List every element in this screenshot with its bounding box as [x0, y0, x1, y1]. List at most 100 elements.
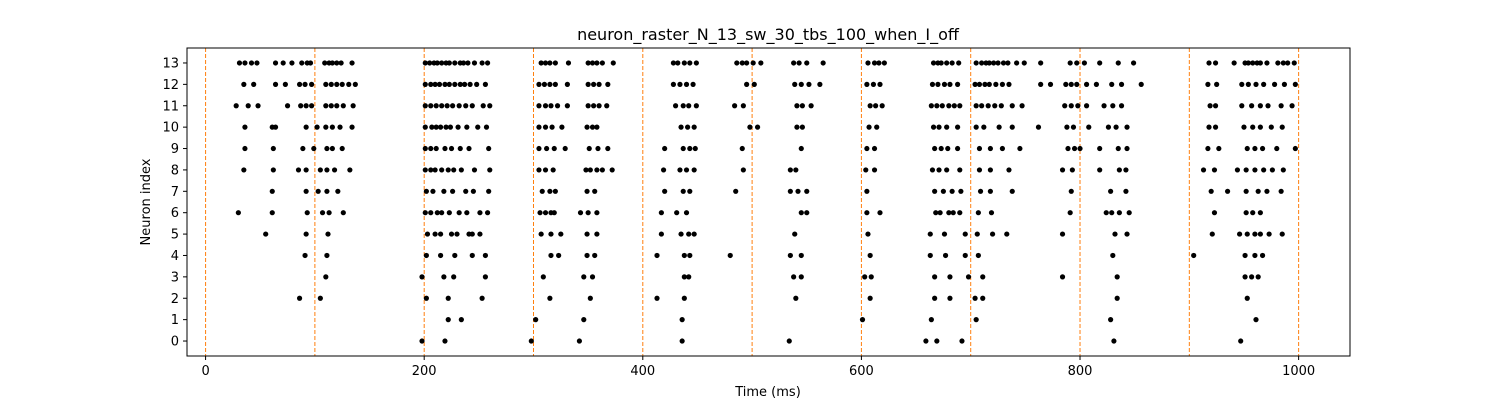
spike-point [1124, 231, 1130, 237]
spike-point [1103, 210, 1109, 216]
spike-point [680, 188, 686, 194]
spike-point [329, 60, 335, 66]
spike-point [739, 145, 745, 152]
spike-point [592, 188, 598, 194]
spike-point [451, 167, 457, 173]
spike-point [542, 103, 549, 109]
spike-point [235, 210, 241, 216]
spike-point [340, 210, 346, 216]
y-tick-label: 11 [162, 99, 179, 114]
spike-point [660, 167, 667, 173]
spike-point [584, 231, 590, 237]
spike-point [458, 317, 464, 323]
spike-point [251, 81, 257, 87]
spike-point [862, 274, 868, 280]
spike-point [1243, 210, 1249, 216]
spike-point [1234, 167, 1241, 173]
spike-point [1271, 81, 1278, 87]
spike-point [1093, 81, 1100, 87]
spike-point [1124, 124, 1130, 130]
spike-point [867, 295, 873, 301]
spike-point [450, 188, 456, 194]
spike-point [733, 188, 739, 194]
spike-point [325, 231, 331, 237]
spike-point [423, 252, 429, 259]
spike-point [930, 60, 937, 66]
spike-point [692, 145, 698, 152]
spike-point [681, 295, 687, 301]
spike-point [927, 252, 933, 259]
spike-point [1014, 60, 1020, 66]
spike-point [799, 124, 805, 130]
spike-point [269, 210, 275, 216]
spike-point [464, 124, 470, 130]
spike-point [441, 188, 447, 194]
spike-point [685, 124, 691, 130]
spike-point [422, 60, 428, 66]
spike-point [347, 167, 353, 173]
spike-point [1211, 210, 1218, 216]
spike-point [1130, 60, 1137, 66]
spike-point [795, 188, 801, 194]
spike-point [992, 103, 998, 109]
spike-point [1280, 167, 1286, 173]
spike-point [691, 124, 697, 130]
spike-point [1063, 81, 1069, 87]
spike-point [241, 167, 247, 173]
spike-point [1278, 188, 1284, 194]
spike-point [672, 103, 679, 109]
spike-point [693, 103, 699, 109]
spike-point [1241, 124, 1247, 130]
y-tick-label: 4 [171, 249, 179, 264]
spike-point [542, 167, 549, 173]
spike-point [272, 81, 279, 87]
spike-point [432, 81, 438, 87]
spike-point [444, 103, 450, 109]
spike-point [328, 81, 334, 87]
spike-point [929, 81, 936, 87]
spike-point [589, 60, 596, 66]
spike-point [1097, 167, 1103, 173]
spike-point [441, 274, 447, 280]
spike-point [932, 295, 938, 301]
x-tick-label: 1000 [1282, 364, 1315, 379]
spike-point [1224, 188, 1231, 194]
x-axis-label: Time (ms) [734, 385, 801, 400]
spike-point [976, 167, 983, 173]
spike-point [864, 188, 870, 194]
spike-point [471, 167, 478, 173]
spike-point [870, 81, 877, 87]
spike-point [528, 338, 534, 344]
spike-point [946, 210, 952, 216]
spike-point [1208, 188, 1214, 194]
spike-point [1257, 231, 1263, 237]
spike-point [993, 81, 999, 87]
spike-point [548, 103, 554, 109]
spike-point [687, 60, 693, 66]
spike-point [1257, 124, 1263, 130]
spike-point [1259, 252, 1266, 259]
spike-point [455, 124, 461, 130]
spike-point [1292, 81, 1298, 87]
spike-point [434, 210, 440, 216]
spike-point [677, 81, 683, 87]
spike-point [334, 81, 340, 87]
spike-point [1268, 124, 1274, 130]
spike-point [1275, 60, 1281, 66]
spike-point [428, 81, 434, 87]
spike-point [454, 231, 460, 237]
spike-point [584, 188, 590, 194]
spike-point [1118, 103, 1125, 109]
spike-point [1109, 81, 1115, 87]
spike-point [352, 81, 358, 87]
spike-point [1274, 145, 1280, 152]
spike-point [871, 145, 878, 152]
y-tick-label: 2 [171, 292, 179, 307]
spike-point [482, 274, 488, 280]
spike-point [1200, 167, 1207, 173]
spike-point [1206, 60, 1212, 66]
spike-point [804, 210, 810, 216]
spike-point [973, 124, 979, 130]
spike-point [552, 60, 558, 66]
spike-point [945, 145, 951, 152]
